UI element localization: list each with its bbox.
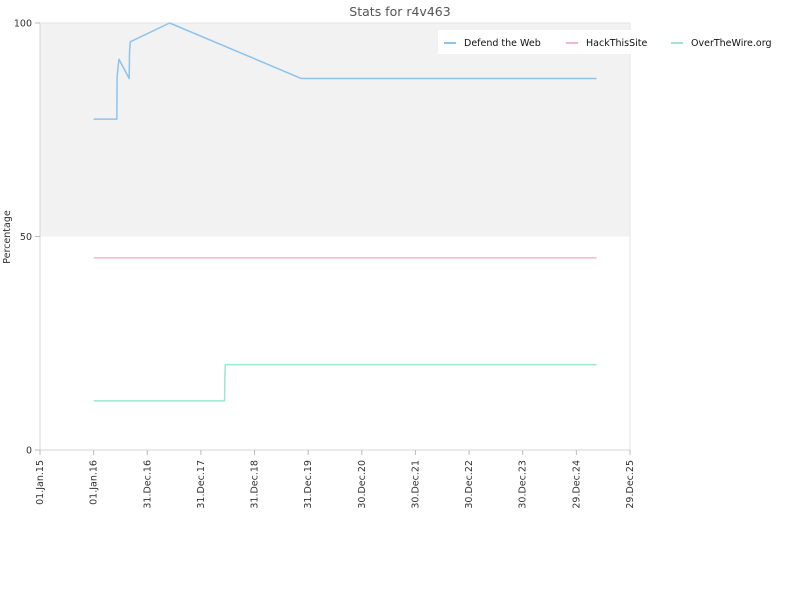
y-tick-label: 50 (20, 232, 32, 243)
x-tick-label: 31.Dec.19 (303, 460, 314, 509)
legend-label: OverTheWire.org (691, 38, 772, 49)
x-tick-label: 29.Dec.25 (625, 460, 636, 509)
x-tick-label: 30.Dec.22 (464, 460, 475, 509)
x-tick-label: 01.Jan.16 (89, 460, 100, 505)
chart-title: Stats for r4v463 (349, 4, 450, 19)
legend: Defend the Web HackThisSite OverTheWire.or… (438, 30, 782, 54)
shaded-band (40, 23, 630, 237)
x-axis: 01.Jan.15 01.Jan.16 31.Dec.16 31.Dec.17 31.D… (35, 450, 636, 509)
shaded-band-layer (40, 23, 630, 237)
y-axis-label: Percentage (2, 210, 13, 264)
series-line-1 (93, 22, 597, 120)
y-axis: 0 50 100 (14, 19, 40, 457)
x-tick-label: 31.Dec.18 (250, 460, 261, 509)
series-layer (93, 22, 597, 402)
x-tick-label: 30.Dec.20 (357, 460, 368, 509)
series-line-3 (93, 363, 597, 402)
x-tick-label: 30.Dec.23 (518, 460, 529, 509)
legend-box (438, 30, 782, 54)
legend-label: HackThisSite (586, 38, 647, 49)
x-tick-label: 30.Dec.21 (410, 460, 421, 509)
y-tick-label: 100 (14, 19, 32, 30)
x-tick-label: 29.Dec.24 (571, 460, 582, 509)
y-tick-label: 0 (26, 446, 32, 457)
x-tick-label: 31.Dec.17 (196, 460, 207, 509)
x-tick-label: 01.Jan.15 (35, 460, 46, 505)
legend-label: Defend the Web (464, 38, 541, 49)
x-tick-label: 31.Dec.16 (142, 460, 153, 509)
